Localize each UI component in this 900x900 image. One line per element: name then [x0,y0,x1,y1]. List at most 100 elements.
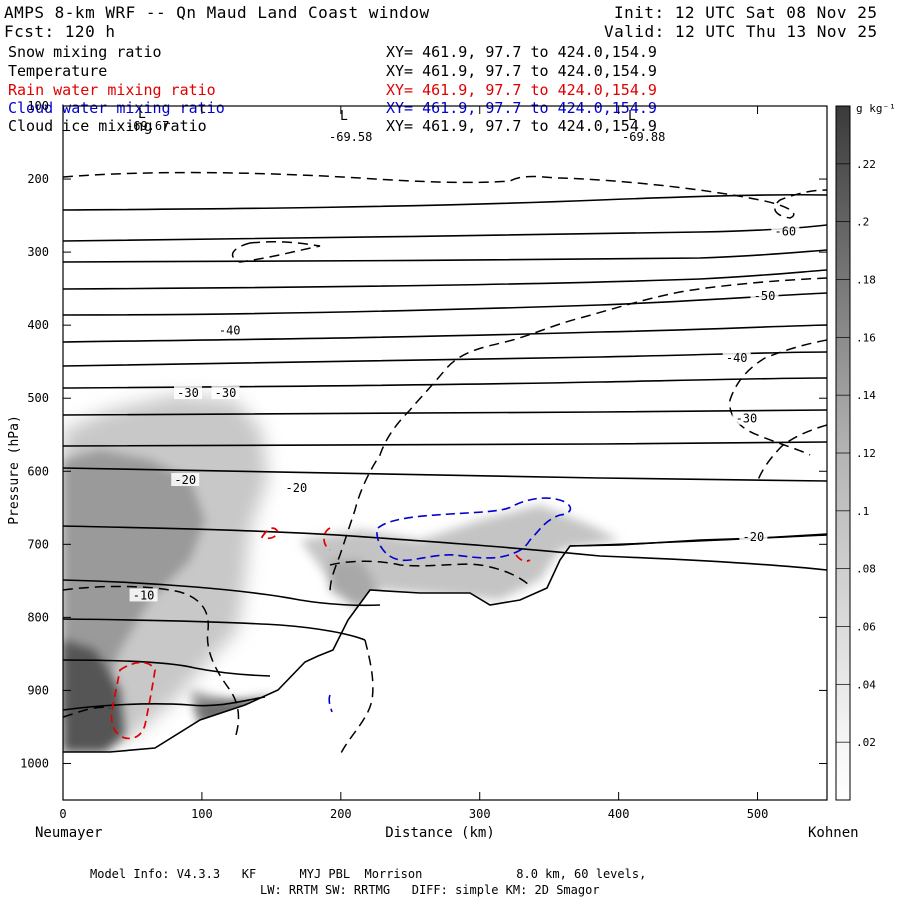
temperature-label-bg [174,386,203,400]
temperature-label-bg [771,224,800,238]
y-tick-label: 400 [27,318,49,332]
temp-contour [63,525,827,571]
chart-title: AMPS 8-km WRF -- Qn Maud Land Coast wind… [4,3,430,22]
temperature-label: -10 [133,588,155,602]
y-tick-label: 700 [27,537,49,551]
snow-contour [757,424,827,481]
temperature-label: -40 [219,323,241,337]
temp-contour [63,224,827,242]
y-tick-label: 300 [27,245,49,259]
pressure-marker-symbol: L [138,107,146,122]
field-label-cloud-water: Cloud water mixing ratio [8,99,225,117]
field-label-temperature: Temperature [8,62,108,80]
field-xy-cloud-water: XY= 461.9, 97.7 to 424.0,154.9 [386,99,657,117]
model-info-line2: LW: RRTM SW: RRTMG DIFF: simple KM: 2D S… [260,883,600,897]
temperature-label-bg [732,411,761,425]
temperature-label-bg [722,351,751,365]
temp-contour [63,441,827,447]
colorbar-tick-label: .04 [856,678,876,691]
temp-contour [63,193,827,211]
snow-contour [63,585,240,736]
temp-contour [63,269,827,290]
y-tick-label: 900 [27,683,49,697]
rain-water-contours [110,527,531,740]
x-tick-label: 500 [747,807,769,821]
snow-shade-mid [63,450,205,720]
x-tick-label: 400 [608,807,630,821]
rain-contour [515,554,531,563]
temperature-label-bg [282,481,311,495]
plot-frame [62,105,828,801]
temperature-label: -30 [177,386,199,400]
field-xy-temperature: XY= 461.9, 97.7 to 424.0,154.9 [386,62,657,80]
colorbar-tick-label: .22 [856,158,876,171]
pressure-marker-symbol: L [628,109,636,124]
colorbar-tick-label: .2 [856,216,869,229]
temp-contour [63,579,381,607]
cloud-water-contour [328,694,333,713]
field-label-rain: Rain water mixing ratio [8,81,216,99]
pressure-marker-value: -69.67 [126,119,169,133]
field-label-snow: Snow mixing ratio [8,43,162,61]
field-xy-snow: XY= 461.9, 97.7 to 424.0,154.9 [386,43,657,61]
y-tick-label: 500 [27,391,49,405]
x-end-label-left: Neumayer [35,825,102,841]
x-tick-label: 100 [191,807,213,821]
x-tick-label: 0 [59,807,66,821]
rain-contour [110,661,156,740]
rain-contour [323,527,331,551]
y-tick-label: 600 [27,464,49,478]
x-tick-label: 200 [330,807,352,821]
field-xy-cloud-ice: XY= 461.9, 97.7 to 424.0,154.9 [386,117,657,135]
pressure-marker-symbol: L [340,109,348,124]
colorbar-tick-label: .1 [856,505,869,518]
temp-contour [63,351,827,367]
temperature-label: -30 [215,386,237,400]
y-tick-label: 200 [27,172,49,186]
temp-contour [63,249,827,263]
snow-contour [63,706,111,718]
colorbar-tick-label: .08 [856,563,876,576]
snow-contour [231,241,321,263]
temperature-label: -50 [754,289,776,303]
y-axis-label: Pressure (hPa) [7,415,22,525]
snow-contour [63,171,827,219]
temperature-label-bg [750,288,779,302]
pressure-marker-value: -69.58 [329,130,372,144]
temp-contour [63,324,827,343]
y-tick-label: 100 [27,99,49,113]
snow-contour [729,339,827,456]
temperature-label-bg [129,588,158,602]
forecast-hour: Fcst: 120 h [4,22,116,41]
colorbar-tick-label: .16 [856,331,876,344]
snow-contour [339,639,374,756]
temp-contour [63,467,827,482]
snow-contour [329,277,827,593]
colorbar-tick-label: .02 [856,736,876,749]
x-tick-label: 300 [469,807,491,821]
temperature-label-bg [739,530,768,544]
axis-layer: 0 100 200 300 400 500 100 200 300 400 500 600 700 800… [20,99,827,821]
temperature-label: -40 [726,351,748,365]
pressure-marker-value: -69.88 [622,130,665,144]
y-tick-label: 800 [27,610,49,624]
temperature-label: -20 [174,473,196,487]
temperature-label-layer: -60 -50 -40 -40 -30 -30 -30 -20 -20 -20 -10 [129,224,800,602]
cloud-water-contour [376,497,572,562]
temperature-label: -60 [774,225,796,239]
terrain-mask [63,534,827,800]
model-info-line1: Model Info: V4.3.3 KF MYJ PBL Morrison 8… [90,867,647,881]
y-tick-label: 1000 [20,756,49,770]
colorbar-unit: g kg⁻¹ [856,102,896,115]
colorbar-tick-label: .14 [856,389,876,402]
init-time: Init: 12 UTC Sat 08 Nov 25 [614,3,878,22]
temperature-label: -20 [286,481,308,495]
colorbar-tick-label: .06 [856,621,876,634]
temperature-label-bg [171,473,200,487]
snow-contour [329,560,531,587]
terrain-line [63,533,828,753]
temperature-label: -30 [736,412,758,426]
temperature-label-bg [215,323,244,337]
valid-time: Valid: 12 UTC Thu 13 Nov 25 [604,22,878,41]
